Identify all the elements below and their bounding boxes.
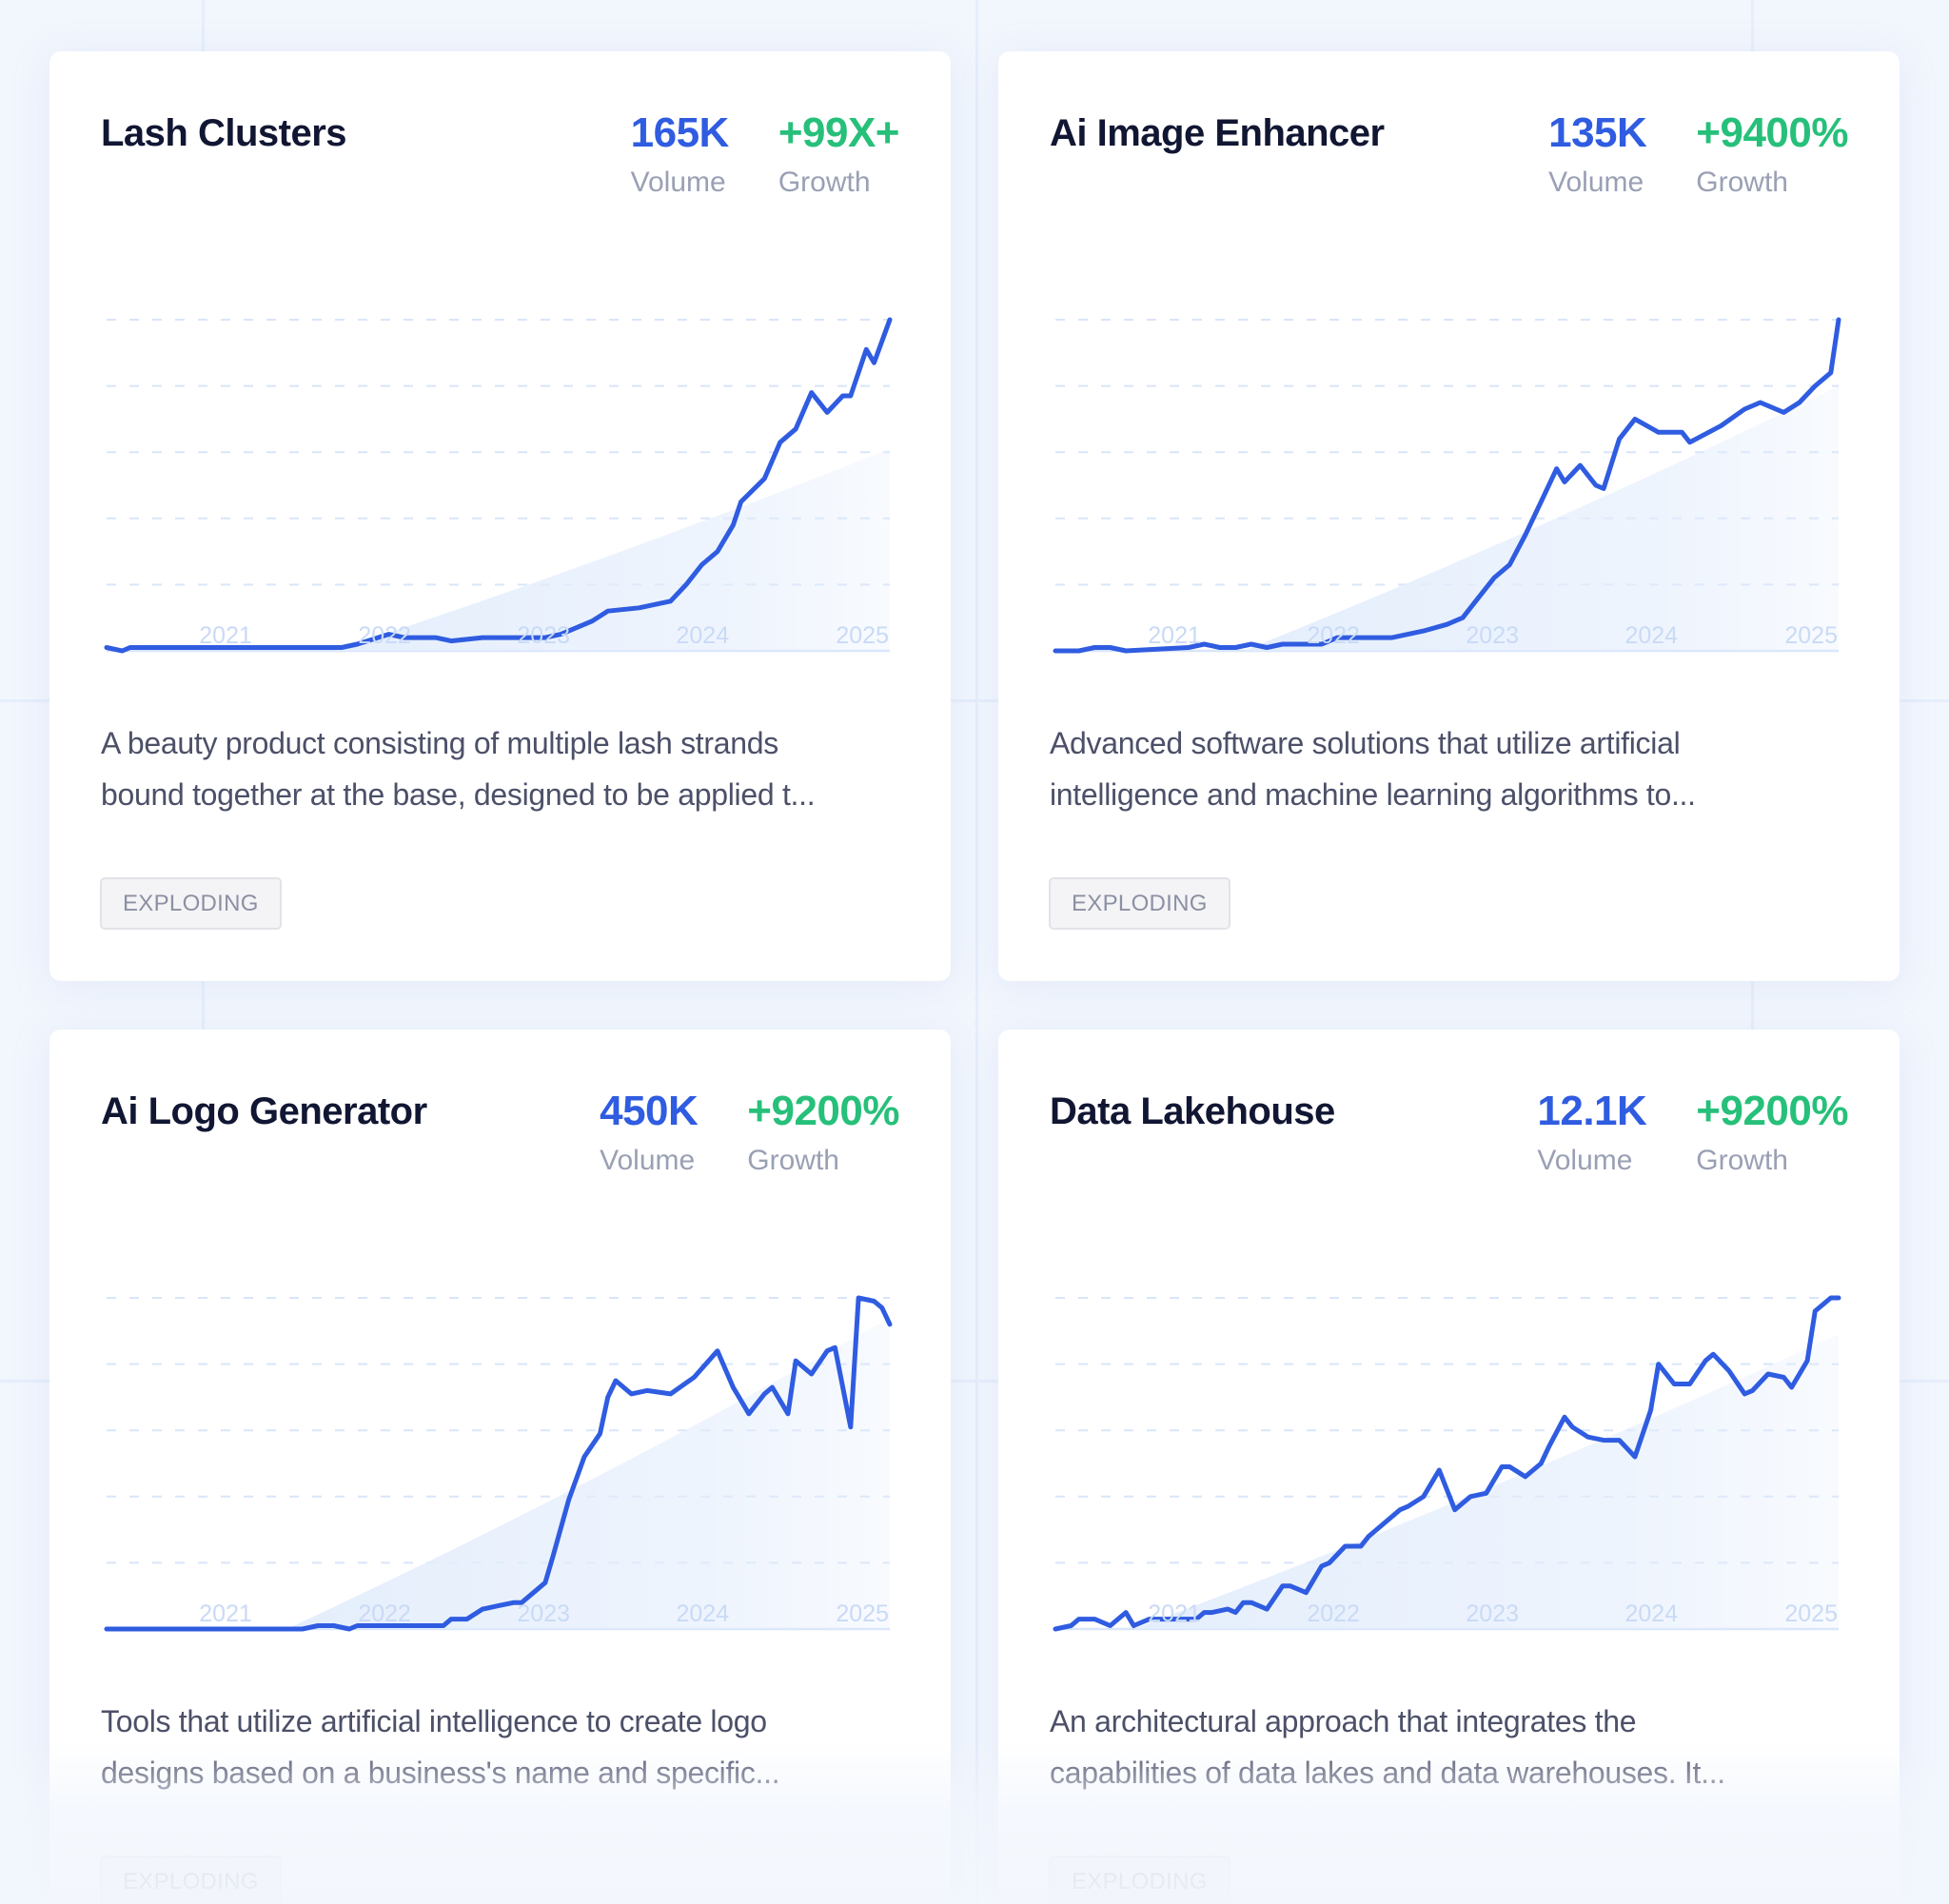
x-axis-tick-label: 2021 [1148,622,1201,649]
x-axis-tick-label: 2024 [676,1600,730,1627]
status-badge[interactable]: EXPLODING [100,877,282,930]
trend-chart[interactable] [101,259,896,658]
volume-label: Volume [1548,167,1644,198]
growth-label: Growth [747,1145,839,1176]
x-axis-tick-label: 2021 [1148,1600,1201,1627]
x-axis-tick-label: 2025 [1784,622,1838,649]
status-badge[interactable]: EXPLODING [1049,877,1230,930]
x-axis-tick-label: 2022 [1307,622,1360,649]
trend-line [104,1295,893,1632]
description: Advanced software solutions that utilize… [1050,717,1854,820]
x-axis-tick-label: 2025 [836,622,889,649]
card-title: Data Lakehouse [1050,1090,1335,1132]
trend-chart[interactable] [1050,259,1844,658]
trend-card[interactable]: Ai Logo Generator 450K Volume +9200% Gro… [49,1030,951,1904]
status-badge[interactable]: EXPLODING [100,1855,282,1904]
card-title: Ai Logo Generator [101,1090,427,1132]
description-line: bound together at the base, designed to … [101,777,816,812]
trend-line [1053,1295,1841,1632]
volume-label: Volume [630,167,726,198]
description-line: intelligence and machine learning algori… [1050,777,1696,812]
description: Tools that utilize artificial intelligen… [101,1696,905,1798]
volume-value: 135K [1548,109,1647,156]
x-axis-tick-label: 2025 [836,1600,889,1627]
volume-stat: 165K Volume [630,108,730,200]
description-line: Tools that utilize artificial intelligen… [101,1704,767,1738]
x-axis-tick-label: 2025 [1784,1600,1838,1627]
description-line: An architectural approach that integrate… [1050,1704,1637,1738]
volume-value: 165K [630,109,730,156]
background-grid-line [0,1380,1949,1383]
growth-stat: +9200% Growth [747,1087,899,1178]
x-axis-tick-label: 2023 [1466,622,1520,649]
x-axis-tick-label: 2023 [517,1600,571,1627]
volume-label: Volume [1537,1145,1633,1176]
trend-chart[interactable] [1050,1237,1844,1637]
growth-label: Growth [1696,167,1788,198]
x-axis-tick-label: 2023 [517,622,571,649]
stats: 450K Volume +9200% Growth [600,1087,899,1178]
x-axis-tick-label: 2022 [358,1600,411,1627]
description-line: A beauty product consisting of multiple … [101,726,778,760]
trend-area [286,1317,890,1629]
growth-stat: +9400% Growth [1696,108,1848,200]
x-axis-tick-label: 2021 [199,622,252,649]
x-axis-tick-label: 2024 [676,622,730,649]
line-chart-svg [104,317,893,654]
x-axis-tick-label: 2022 [1307,1600,1360,1627]
growth-stat: +99X+ Growth [778,108,900,200]
x-axis-tick-label: 2024 [1624,622,1679,649]
description-line: Advanced software solutions that utilize… [1050,726,1681,760]
volume-value: 12.1K [1537,1088,1647,1134]
growth-value: +9400% [1696,109,1848,156]
line-chart-svg [104,1295,893,1632]
volume-stat: 12.1K Volume [1537,1087,1646,1178]
trend-area [333,448,890,651]
x-axis-labels: 2021 2022 2023 2024 2025 [1050,1600,1844,1639]
growth-stat: +9200% Growth [1696,1087,1848,1178]
stats: 165K Volume +99X+ Growth [630,108,900,200]
card-title: Ai Image Enhancer [1050,112,1385,154]
trend-chart[interactable] [101,1237,896,1637]
trend-card[interactable]: Ai Image Enhancer 135K Volume +9400% Gro… [998,51,1900,981]
x-axis-tick-label: 2024 [1624,1600,1679,1627]
trend-card[interactable]: Data Lakehouse 12.1K Volume +9200% Growt… [998,1030,1900,1904]
growth-value: +9200% [1696,1088,1848,1134]
volume-label: Volume [600,1145,696,1176]
x-axis-tick-label: 2023 [1466,1600,1520,1627]
background-grid-line [975,0,978,1904]
card-title: Lash Clusters [101,112,347,154]
description: An architectural approach that integrate… [1050,1696,1854,1798]
description: A beauty product consisting of multiple … [101,717,905,820]
x-axis-labels: 2021 2022 2023 2024 2025 [101,622,896,660]
growth-label: Growth [778,167,871,198]
trend-line [1053,317,1841,654]
growth-label: Growth [1696,1145,1788,1176]
line-chart-svg [1053,317,1841,654]
stats: 12.1K Volume +9200% Growth [1537,1087,1848,1178]
growth-value: +9200% [747,1088,899,1134]
x-axis-labels: 2021 2022 2023 2024 2025 [101,1600,896,1639]
x-axis-labels: 2021 2022 2023 2024 2025 [1050,622,1844,660]
trend-area [1133,1334,1839,1629]
volume-stat: 135K Volume [1548,108,1647,200]
trend-card[interactable]: Lash Clusters 165K Volume +99X+ Growth 2… [49,51,951,981]
x-axis-tick-label: 2022 [358,622,411,649]
volume-value: 450K [600,1088,699,1134]
background-grid-line [0,699,1949,702]
description-line: designs based on a business's name and s… [101,1756,780,1790]
trend-line [104,317,893,654]
status-badge[interactable]: EXPLODING [1049,1855,1230,1904]
trend-area [1243,385,1839,651]
stats: 135K Volume +9400% Growth [1548,108,1848,200]
growth-value: +99X+ [778,109,900,156]
line-chart-svg [1053,1295,1841,1632]
description-line: capabilities of data lakes and data ware… [1050,1756,1725,1790]
x-axis-tick-label: 2021 [199,1600,252,1627]
volume-stat: 450K Volume [600,1087,699,1178]
